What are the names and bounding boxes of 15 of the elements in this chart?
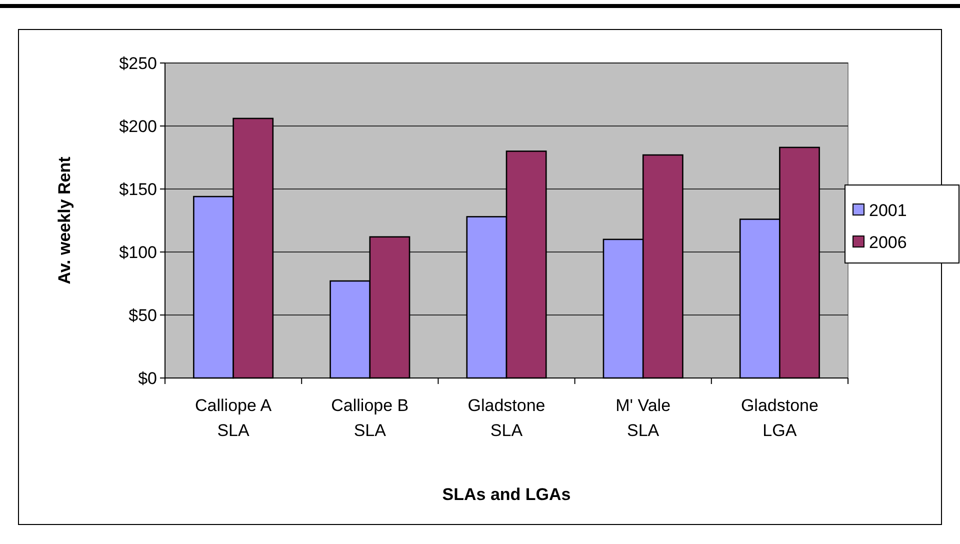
x-tick-label: Calliope B SLA bbox=[331, 396, 409, 440]
x-tick-label: Gladstone SLA bbox=[468, 396, 546, 440]
legend-label: 2001 bbox=[869, 200, 907, 220]
x-tick-label: Gladstone LGA bbox=[740, 396, 818, 440]
y-tick-label: $150 bbox=[119, 180, 157, 199]
y-tick-label: $100 bbox=[119, 242, 157, 262]
y-tick-label: $50 bbox=[128, 306, 157, 325]
x-axis-title: SLAs and LGAs bbox=[442, 485, 571, 504]
legend-label: 2006 bbox=[869, 232, 907, 252]
y-axis-title: Av. weekly Rent bbox=[55, 156, 74, 284]
x-tick-label: Calliope A SLA bbox=[195, 396, 272, 440]
x-tick-label: M' Vale SLA bbox=[616, 396, 671, 440]
y-tick-label: $250 bbox=[119, 54, 157, 73]
y-tick-label: $200 bbox=[119, 116, 157, 136]
y-tick-label: $0 bbox=[138, 368, 157, 388]
